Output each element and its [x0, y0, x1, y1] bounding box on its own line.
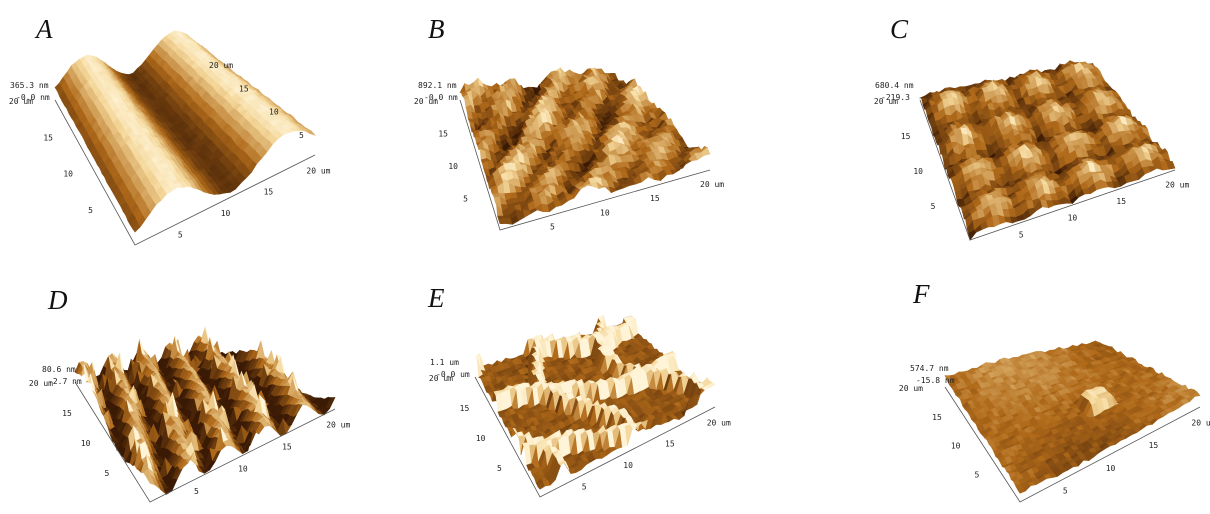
right-axis-tick-label: 20 um	[209, 61, 233, 70]
front-axis-tick-label: 15	[264, 188, 274, 197]
surface-facet	[325, 397, 336, 410]
z-min-label: -0.0 nm	[16, 93, 50, 102]
front-axis-tick-label: 10	[600, 208, 610, 217]
surface-facet	[700, 147, 711, 156]
left-axis-tick-label: 20 um	[9, 97, 33, 106]
panel-e: E 1.1 um -0.0 um 20 um 15 10 5 5 10 15 20 um	[400, 257, 800, 514]
left-axis-tick-label: 15	[438, 130, 448, 139]
panel-letter: C	[890, 14, 909, 44]
left-axis-tick-label: 5	[931, 202, 936, 211]
left-axis-tick-label: 5	[104, 469, 109, 478]
front-axis-tick-label: 5	[1019, 230, 1024, 239]
front-axis-tick-label: 15	[1116, 197, 1126, 206]
surface-facet	[305, 128, 316, 136]
front-axis-tick-label: 5	[550, 223, 555, 232]
front-axis-tick-label: 5	[194, 487, 199, 496]
left-axis-tick-label: 15	[43, 133, 53, 142]
front-axis-tick-label: 15	[650, 194, 660, 203]
panel-a: A 365.3 nm -0.0 nm 20 um 15 10 5 5 10 15 20 um 20 …	[0, 0, 400, 257]
front-axis-tick-label: 5	[178, 231, 183, 240]
right-axis-tick-label: 15	[239, 84, 249, 93]
z-max-label: 80.6 nm	[42, 365, 76, 374]
front-axis-tick-label: 20 um	[700, 180, 724, 189]
base-axis	[54, 99, 316, 246]
left-axis-tick-label: 5	[88, 206, 93, 215]
surface-facet	[255, 340, 265, 360]
surface-facet	[266, 349, 276, 366]
left-axis-tick-label: 5	[463, 195, 468, 204]
panel-letter: B	[428, 14, 445, 44]
right-axis-tick-label: 5	[299, 131, 304, 140]
z-min-label: -0.0 nm	[424, 93, 458, 102]
front-axis-tick-label: 10	[238, 465, 248, 474]
left-axis-tick-label: 10	[448, 162, 458, 171]
panel-b: B 892.1 nm -0.0 nm 20 um 15 10 5 5 10 15 20 um	[400, 0, 800, 257]
base-axis	[74, 381, 336, 503]
front-axis-tick-label: 20 um	[326, 420, 350, 429]
panel-c: C 680.4 nm -219.3 20 um 15 10 5 5 10 15 20 um	[805, 0, 1205, 257]
right-axis-tick-label: 10	[269, 108, 279, 117]
left-axis-tick-label: 20 um	[29, 379, 53, 388]
front-axis-tick-label: 10	[1068, 214, 1078, 223]
surface-facet	[1166, 161, 1176, 170]
front-axis-tick-label: 10	[221, 209, 231, 218]
left-axis-tick-label: 20 um	[874, 97, 898, 106]
z-max-label: 680.4 nm	[875, 81, 914, 90]
panel-letter: A	[36, 14, 53, 44]
left-axis-tick-label: 10	[913, 167, 923, 176]
panel-d: D 80.6 nm -2.7 nm 20 um 15 10 5 5 10 15 20 um	[0, 257, 400, 514]
front-axis-tick-label: 20 um	[1165, 180, 1189, 189]
left-axis-tick-label: 10	[81, 439, 91, 448]
front-axis-tick-label: 20 um	[306, 166, 330, 175]
front-axis-tick-label: 15	[282, 443, 292, 452]
base-axis	[919, 99, 1176, 241]
z-min-label: -219.3	[881, 93, 910, 102]
left-axis-tick-label: 20 um	[414, 97, 438, 106]
left-axis-tick-label: 15	[901, 132, 911, 141]
left-axis-tick-label: 15	[62, 409, 72, 418]
z-min-label: -2.7 nm	[48, 377, 82, 386]
panel-letter: E	[428, 283, 445, 313]
panel-letter: D	[48, 285, 68, 315]
z-max-label: 365.3 nm	[10, 81, 49, 90]
base-axis	[459, 99, 711, 231]
left-axis-tick-label: 10	[63, 170, 73, 179]
z-max-label: 892.1 nm	[418, 81, 457, 90]
